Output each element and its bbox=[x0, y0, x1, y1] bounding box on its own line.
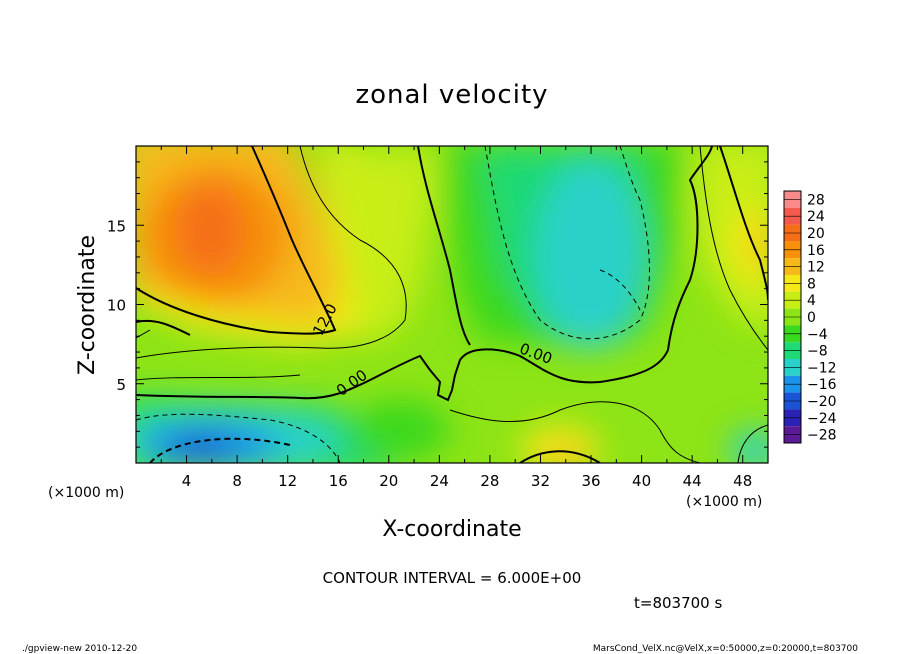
colorbar-label: −24 bbox=[807, 411, 837, 427]
x-tick-label: 8 bbox=[232, 472, 242, 490]
contour-interval: CONTOUR INTERVAL = 6.000E+00 bbox=[323, 569, 582, 587]
x-tick-label: 48 bbox=[733, 472, 752, 490]
colorbar-label: −28 bbox=[807, 428, 837, 444]
x-tick-label: 40 bbox=[632, 472, 651, 490]
y-tick-label: 10 bbox=[107, 297, 126, 315]
x-tick-label: 12 bbox=[278, 472, 297, 490]
x-tick-label: 36 bbox=[581, 472, 600, 490]
x-tick-label: 24 bbox=[430, 472, 449, 490]
x-tick-label: 16 bbox=[329, 472, 348, 490]
colorbar-label: −4 bbox=[807, 327, 828, 343]
y-axis-label: Z-coordinate bbox=[75, 235, 100, 375]
footer-right: MarsCond_VelX.nc@VelX,x=0:50000,z=0:2000… bbox=[593, 644, 858, 654]
colorbar-label: 0 bbox=[807, 310, 816, 326]
y-axis-unit: (×1000 m) bbox=[48, 485, 124, 501]
colorbar-label: −20 bbox=[807, 394, 837, 410]
x-axis: 4 8 12 16 20 24 28 32 36 40 44 48 bbox=[160, 146, 752, 490]
x-tick-label: 20 bbox=[379, 472, 398, 490]
time-stamp: t=803700 s bbox=[634, 594, 722, 612]
x-axis-label: X-coordinate bbox=[382, 517, 521, 542]
chart-title: zonal velocity bbox=[355, 80, 548, 110]
colorbar-label: −16 bbox=[807, 377, 837, 393]
velocity-field bbox=[136, 146, 768, 463]
colorbar-label: −12 bbox=[807, 360, 837, 376]
footer-left: ./gpview-new 2010-12-20 bbox=[22, 644, 137, 654]
colorbar-label: 12 bbox=[807, 260, 825, 276]
colorbar-label: 4 bbox=[807, 293, 816, 309]
colorbar-label: 16 bbox=[807, 243, 825, 259]
x-tick-label: 28 bbox=[480, 472, 499, 490]
x-axis-unit: (×1000 m) bbox=[686, 494, 762, 510]
colorbar-label: 20 bbox=[807, 226, 825, 242]
colorbar-label: 28 bbox=[807, 192, 825, 208]
colorbar-label: −8 bbox=[807, 344, 828, 360]
colorbar-label: 8 bbox=[807, 276, 816, 292]
y-tick-label: 15 bbox=[107, 217, 126, 235]
x-tick-label: 4 bbox=[182, 472, 192, 490]
y-tick-label: 5 bbox=[116, 376, 126, 394]
x-tick-label: 44 bbox=[683, 472, 702, 490]
colorbar-label: 24 bbox=[807, 209, 825, 225]
y-axis: 5 10 15 bbox=[107, 161, 768, 448]
x-tick-label: 32 bbox=[531, 472, 550, 490]
